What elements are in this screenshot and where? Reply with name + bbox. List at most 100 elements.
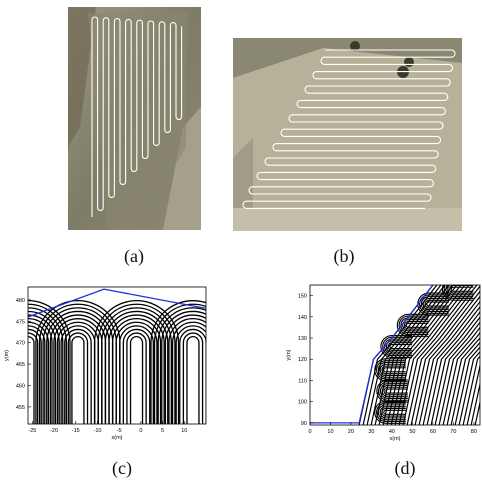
- turn-curve: [376, 402, 406, 423]
- x-tick-label: 10: [327, 429, 333, 435]
- x-tick-label: 60: [430, 429, 436, 435]
- turn-curve: [64, 328, 92, 424]
- turn-curve: [382, 336, 412, 357]
- x-tick-label: 50: [409, 429, 415, 435]
- turn-curve: [403, 320, 429, 330]
- field-boundary: [310, 285, 434, 424]
- turn-curve: [380, 334, 412, 359]
- y-tick-label: 110: [298, 378, 307, 384]
- turn-curve: [450, 286, 474, 292]
- offset-curve: [426, 311, 480, 425]
- turn-curve: [49, 314, 107, 424]
- turn-curve: [28, 325, 46, 424]
- plot-d: 0 10 20 30 40 50 60 70 80 90 100 110 120 130 140 150 x(m…: [282, 280, 482, 445]
- turn-curve: [445, 285, 474, 298]
- turn-curve: [379, 383, 408, 400]
- turn-curve: [419, 294, 449, 314]
- offset-curve: [446, 336, 480, 425]
- coverage-path-b: [242, 49, 456, 209]
- y-axis-label: y(m): [286, 349, 292, 360]
- turn-curve: [387, 342, 412, 351]
- chart-c: -25 -20 -15 -10 -5 0 5 10 455 460 465 470 475 480 x(m)…: [4, 286, 207, 441]
- turn-curve: [378, 381, 408, 401]
- turn-curve: [153, 303, 206, 424]
- x-tick-label: -20: [50, 428, 58, 434]
- turn-curve: [168, 318, 206, 424]
- offset-curve: [430, 316, 480, 425]
- y-tick-label: 130: [298, 336, 307, 342]
- turn-curve: [405, 322, 429, 328]
- turn-curve: [381, 365, 406, 375]
- aerial-image-b: [233, 38, 462, 231]
- x-axis-label: x(m): [112, 435, 123, 441]
- y-tick-label: 120: [298, 357, 307, 363]
- turn-curve: [379, 406, 406, 419]
- turn-curve: [28, 314, 57, 424]
- turn-curve: [28, 303, 68, 424]
- x-tick-label: 80: [471, 429, 477, 435]
- y-tick-label: 465: [16, 362, 25, 368]
- turn-curve: [383, 386, 408, 396]
- x-tick-label: 70: [450, 429, 456, 435]
- turn-curve: [447, 285, 474, 296]
- offset-curve: [402, 285, 478, 425]
- turn-curve: [422, 297, 449, 311]
- aerial-image-a: [68, 7, 201, 230]
- turn-curve: [28, 300, 71, 424]
- turn-curve: [164, 314, 206, 424]
- x-tick-label: 30: [368, 429, 374, 435]
- x-tick-label: 0: [308, 429, 311, 435]
- x-tick-label: -10: [93, 428, 101, 434]
- turn-curve: [126, 332, 147, 424]
- offset-curve: [466, 363, 480, 425]
- offset-curve: [406, 285, 480, 425]
- turn-curve: [420, 296, 449, 313]
- x-axis-label: x(m): [390, 436, 401, 442]
- turn-curve: [374, 358, 406, 382]
- offset-curve: [422, 305, 480, 425]
- x-tick-label: -15: [72, 428, 80, 434]
- turn-curve: [101, 307, 172, 424]
- turn-curve: [377, 404, 406, 421]
- x-tick-label: 10: [181, 428, 187, 434]
- turn-curve: [71, 336, 85, 424]
- turn-curve: [122, 328, 151, 424]
- turn-curve: [93, 300, 180, 424]
- y-tick-label: 150: [298, 294, 307, 300]
- turn-curve: [67, 332, 89, 424]
- turn-curve: [424, 299, 449, 309]
- y-tick-label: 90: [301, 421, 307, 427]
- turn-curve: [383, 409, 406, 415]
- turn-curve: [443, 285, 474, 299]
- caption-a: (a): [124, 246, 144, 266]
- field-boundary: [28, 288, 206, 318]
- offset-curve: [454, 346, 480, 425]
- turn-curve: [157, 307, 206, 424]
- turn-curve: [426, 301, 449, 307]
- turn-curve: [402, 319, 429, 332]
- offset-curve: [450, 341, 480, 425]
- offset-curve: [398, 285, 474, 425]
- turn-curve: [396, 313, 429, 337]
- turn-curve: [42, 307, 114, 424]
- turn-curve: [38, 303, 117, 424]
- caption-b: (b): [333, 246, 355, 266]
- offset-curve: [438, 326, 480, 425]
- y-tick-label: 140: [298, 315, 307, 321]
- coverage-path-a: [91, 16, 183, 217]
- turn-curve: [104, 310, 169, 424]
- turn-curve: [389, 343, 412, 350]
- turn-curve: [150, 300, 206, 424]
- chart-d: 0 10 20 30 40 50 60 70 80 90 100 110 120 130 140 150 x(m…: [286, 284, 481, 442]
- turn-curve: [171, 321, 206, 424]
- x-tick-label: -5: [117, 428, 122, 434]
- offset-curve: [418, 300, 480, 425]
- turn-curve: [28, 310, 60, 424]
- turn-curve: [449, 285, 474, 294]
- turn-curve: [28, 336, 35, 424]
- y-tick-label: 480: [16, 298, 25, 304]
- turn-curve: [129, 336, 144, 424]
- y-tick-label: 100: [298, 400, 307, 406]
- turn-curve: [376, 360, 406, 380]
- axes-frame: [309, 284, 481, 426]
